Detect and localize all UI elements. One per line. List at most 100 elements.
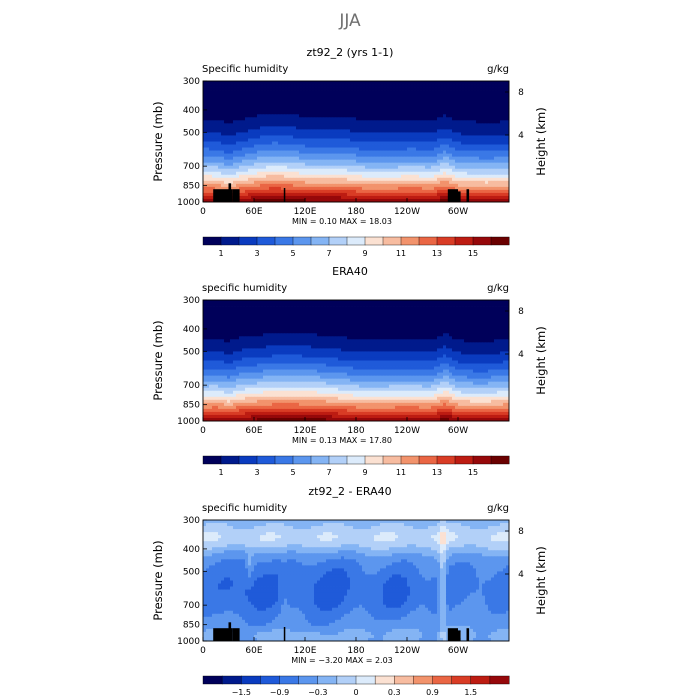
topography-mask bbox=[283, 627, 286, 641]
colorbar-swatch bbox=[238, 455, 258, 465]
colorbar-swatch bbox=[436, 236, 456, 246]
colorbar-swatch bbox=[220, 455, 240, 465]
colorbar-swatch bbox=[310, 455, 330, 465]
y-tick-label: 400 bbox=[183, 325, 200, 335]
colorbar-swatch bbox=[454, 455, 474, 465]
colorbar-swatch bbox=[336, 675, 357, 685]
panel-units-label: g/kg bbox=[487, 503, 509, 514]
y-right-tick-label: 8 bbox=[518, 88, 524, 98]
min-max-stats: MIN = −3.20 MAX = 2.03 bbox=[291, 656, 393, 665]
y-right-tick-label: 4 bbox=[518, 350, 524, 360]
topography-mask bbox=[458, 630, 461, 641]
x-tick-label: 60E bbox=[245, 646, 262, 656]
colorbar-swatch bbox=[454, 236, 474, 246]
colorbar-swatch bbox=[260, 675, 281, 685]
colorbar-swatch bbox=[364, 455, 384, 465]
y-tick-label: 300 bbox=[183, 296, 200, 306]
y-tick-label: 850 bbox=[183, 401, 200, 411]
colorbar-label: 3 bbox=[254, 249, 259, 258]
contour-field bbox=[203, 81, 510, 203]
colorbar-label: 15 bbox=[468, 249, 478, 258]
x-tick-label: 60W bbox=[448, 426, 468, 436]
y-tick-label: 700 bbox=[183, 601, 200, 611]
colorbar-swatch bbox=[238, 236, 258, 246]
colorbar-swatch bbox=[400, 236, 420, 246]
y-tick-label: 850 bbox=[183, 621, 200, 631]
colorbar-swatch bbox=[418, 455, 438, 465]
colorbar-swatch bbox=[472, 236, 492, 246]
colorbar: 1 3 5 7 9 11 13 15 bbox=[202, 455, 510, 477]
min-max-stats: MIN = 0.10 MAX = 18.03 bbox=[292, 217, 392, 226]
topography-mask bbox=[228, 183, 232, 202]
colorbar-label: 0.9 bbox=[426, 688, 439, 697]
topography-mask bbox=[283, 188, 286, 202]
colorbar-swatch bbox=[382, 455, 402, 465]
y-axis-right-title: Height (km) bbox=[534, 546, 548, 615]
y-tick-label: 1000 bbox=[177, 637, 200, 647]
min-max-stats: MIN = 0.13 MAX = 17.80 bbox=[292, 436, 392, 445]
colorbar-label: −0.9 bbox=[270, 688, 289, 697]
colorbar-swatch bbox=[241, 675, 261, 685]
colorbar-swatch bbox=[355, 675, 376, 685]
x-tick-label: 0 bbox=[200, 426, 206, 436]
colorbar-swatch bbox=[310, 236, 330, 246]
colorbar-label: 13 bbox=[432, 249, 442, 258]
colorbar-swatch bbox=[279, 675, 300, 685]
panel-title: zt92_2 (yrs 1-1) bbox=[307, 46, 394, 59]
colorbar-label: 11 bbox=[396, 468, 406, 477]
colorbar-swatch bbox=[298, 675, 319, 685]
y-tick-label: 850 bbox=[183, 182, 200, 192]
colorbar-swatch bbox=[292, 236, 312, 246]
colorbar-label: 7 bbox=[326, 468, 331, 477]
panel-1: zt92_2 (yrs 1-1) Specific humidity g/kg 300… bbox=[151, 46, 548, 258]
colorbar-label: 13 bbox=[432, 468, 442, 477]
colorbar-swatch bbox=[256, 236, 276, 246]
colorbar-swatch bbox=[202, 675, 223, 685]
y-tick-label: 400 bbox=[183, 545, 200, 555]
colorbar-label: 5 bbox=[290, 468, 295, 477]
topography-mask bbox=[228, 622, 232, 641]
colorbar-swatch bbox=[436, 455, 456, 465]
panel-variable-label: Specific humidity bbox=[202, 64, 288, 75]
colorbar-label: 5 bbox=[290, 249, 295, 258]
x-tick-label: 0 bbox=[200, 207, 206, 217]
colorbar-swatch bbox=[394, 675, 414, 685]
y-axis-right-title: Height (km) bbox=[534, 107, 548, 176]
panel-units-label: g/kg bbox=[487, 64, 509, 75]
topography-mask bbox=[232, 628, 240, 641]
x-tick-label: 60W bbox=[448, 207, 468, 217]
y-tick-label: 300 bbox=[183, 516, 200, 526]
contour-field bbox=[203, 300, 510, 422]
topography-mask bbox=[213, 628, 233, 641]
colorbar-label: 1.5 bbox=[464, 688, 477, 697]
colorbar-label: 1 bbox=[218, 249, 223, 258]
topography-mask bbox=[447, 628, 458, 641]
y-tick-label: 1000 bbox=[177, 198, 200, 208]
x-tick-label: 120W bbox=[394, 426, 420, 436]
colorbar-swatch bbox=[274, 455, 294, 465]
x-tick-label: 120E bbox=[294, 207, 317, 217]
x-tick-label: 60E bbox=[245, 207, 262, 217]
panel-variable-label: specific humidity bbox=[202, 283, 287, 294]
x-tick-label: 0 bbox=[200, 646, 206, 656]
x-tick-label: 120W bbox=[394, 646, 420, 656]
colorbar-swatch bbox=[489, 675, 510, 685]
colorbar-swatch bbox=[221, 675, 242, 685]
colorbar-swatch bbox=[202, 236, 222, 246]
x-tick-label: 180 bbox=[347, 646, 364, 656]
colorbar-swatch bbox=[364, 236, 384, 246]
topography-mask bbox=[232, 189, 240, 202]
colorbar-swatch bbox=[490, 455, 510, 465]
x-tick-label: 60W bbox=[448, 646, 468, 656]
panel-variable-label: specific humidity bbox=[202, 503, 287, 514]
colorbar-swatch bbox=[374, 675, 395, 685]
y-right-tick-label: 8 bbox=[518, 527, 524, 537]
topography-mask bbox=[447, 189, 458, 202]
y-axis-title: Pressure (mb) bbox=[151, 101, 165, 181]
x-tick-label: 120E bbox=[294, 646, 317, 656]
y-tick-label: 700 bbox=[183, 381, 200, 391]
colorbar-swatch bbox=[432, 675, 453, 685]
y-tick-label: 500 bbox=[183, 347, 200, 357]
colorbar-label: −1.5 bbox=[232, 688, 251, 697]
